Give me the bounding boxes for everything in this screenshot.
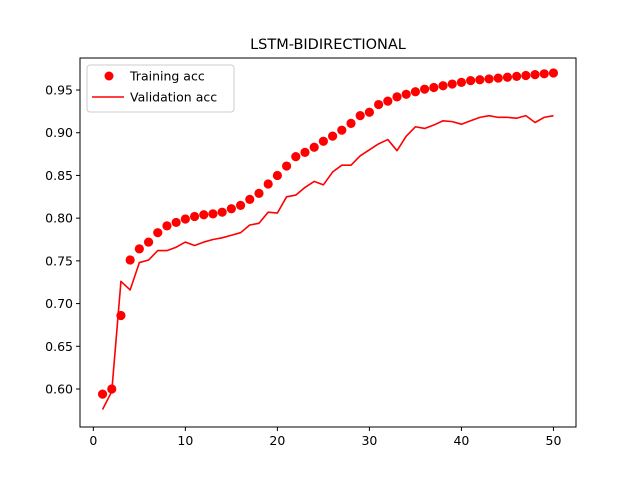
y-tick-label: 0.65	[45, 339, 73, 354]
data-point-training	[484, 74, 494, 84]
data-point-training	[502, 72, 513, 82]
data-point-training	[475, 75, 485, 85]
data-point-training	[337, 125, 347, 135]
y-tick-label: 0.90	[45, 125, 73, 140]
y-tick-label: 0.80	[45, 211, 73, 226]
data-point-training	[309, 142, 319, 152]
data-point-training	[530, 70, 540, 80]
data-point-training	[254, 188, 264, 198]
data-point-training	[438, 81, 448, 91]
y-tick-label: 0.85	[45, 168, 73, 183]
data-point-training	[420, 84, 430, 94]
axes: 0 10 20 30 40 50 0.60 0.65 0.70 0.75 0.80 0.85 0.90 0…	[45, 57, 577, 448]
data-point-training	[263, 179, 273, 189]
x-tick-label: 0	[89, 433, 97, 448]
data-point-training	[328, 131, 338, 141]
data-point-training	[235, 200, 246, 210]
x-tick-label: 40	[453, 433, 469, 448]
data-point-training	[162, 221, 172, 231]
data-point-training	[300, 147, 310, 157]
chart-title: LSTM-BIDIRECTIONAL	[250, 37, 406, 53]
data-point-training	[318, 136, 328, 146]
y-tick-label: 0.75	[45, 253, 73, 268]
legend-label-validation: Validation acc	[130, 90, 217, 105]
data-point-training	[143, 237, 154, 247]
x-tick-label: 20	[269, 433, 285, 448]
legend-box	[86, 64, 235, 113]
data-point-training	[521, 70, 531, 81]
data-point-training	[512, 71, 522, 81]
x-tick-label: 30	[361, 433, 377, 448]
data-point-training	[272, 170, 282, 181]
y-tick-label: 0.95	[45, 83, 73, 98]
data-point-training	[383, 96, 393, 106]
data-point-training	[107, 384, 117, 394]
data-point-training	[410, 87, 421, 97]
data-point-training	[392, 92, 402, 102]
data-point-training	[548, 68, 559, 78]
data-point-training	[189, 211, 200, 222]
data-point-training	[291, 152, 301, 162]
data-point-training	[97, 389, 108, 399]
legend: Training acc Validation acc	[86, 64, 235, 113]
data-point-training	[346, 118, 356, 128]
legend-label-training: Training acc	[129, 69, 205, 84]
data-point-training	[447, 79, 457, 89]
data-point-training	[364, 107, 375, 117]
data-point-training	[199, 210, 209, 220]
y-tick-label: 0.60	[45, 381, 73, 396]
axes-frame	[79, 57, 577, 428]
data-point-training	[456, 77, 467, 87]
y-tick-label: 0.70	[45, 296, 73, 311]
data-point-training	[355, 111, 365, 121]
data-point-training	[429, 82, 439, 93]
data-point-training	[217, 207, 227, 217]
data-point-training	[180, 214, 190, 224]
data-point-training	[116, 310, 126, 321]
data-point-training	[281, 161, 292, 171]
data-point-training	[401, 89, 411, 99]
data-point-training	[208, 209, 218, 219]
data-point-training	[226, 204, 236, 214]
plot-area	[97, 68, 559, 410]
legend-marker-training	[104, 71, 114, 81]
x-tick-label: 10	[177, 433, 193, 448]
data-point-training	[171, 217, 181, 228]
data-point-training	[245, 194, 255, 204]
data-point-training	[374, 99, 384, 110]
data-point-training	[493, 73, 503, 83]
series-line-validation	[101, 114, 554, 410]
data-point-training	[466, 76, 476, 86]
data-point-training	[539, 69, 549, 79]
data-point-training	[134, 244, 144, 254]
x-tick-label: 50	[546, 433, 562, 448]
data-point-training	[125, 255, 135, 265]
data-point-training	[153, 228, 163, 238]
